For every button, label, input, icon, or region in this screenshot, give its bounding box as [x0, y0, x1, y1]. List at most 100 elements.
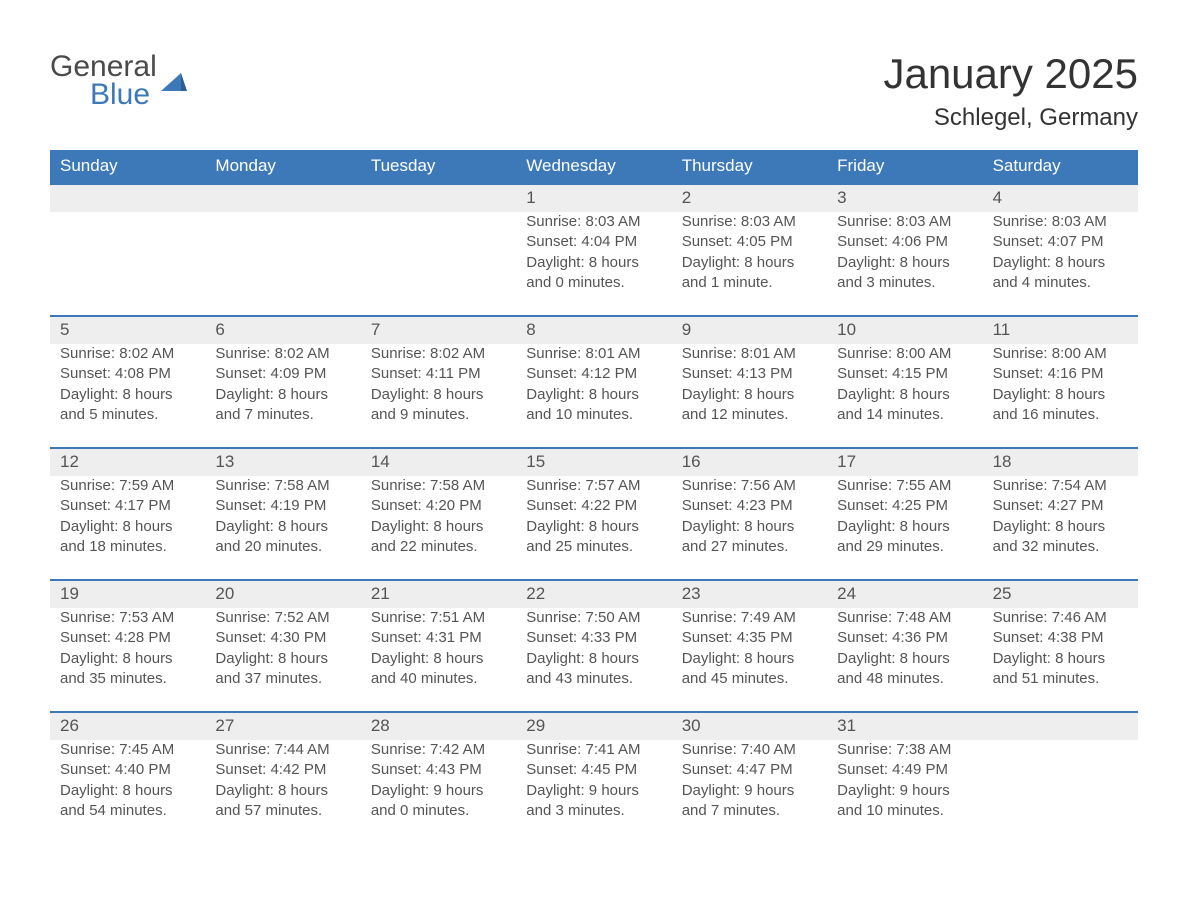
day-info-d1: Daylight: 8 hours — [371, 649, 506, 669]
brand-logo: General Blue — [50, 50, 187, 112]
day-number: . — [50, 185, 205, 212]
day-info-d2: and 40 minutes. — [371, 669, 506, 689]
day-info-d1: Daylight: 9 hours — [682, 781, 817, 801]
day-info-sunset: Sunset: 4:17 PM — [60, 496, 195, 516]
day-cell: Sunrise: 7:56 AMSunset: 4:23 PMDaylight:… — [672, 476, 827, 579]
day-info-sunset: Sunset: 4:06 PM — [837, 232, 972, 252]
day-info-sunrise: Sunrise: 8:03 AM — [837, 212, 972, 232]
day-number: 29 — [516, 713, 671, 740]
day-info-d2: and 51 minutes. — [993, 669, 1128, 689]
day-info-sunset: Sunset: 4:07 PM — [993, 232, 1128, 252]
day-cell: Sunrise: 8:02 AMSunset: 4:08 PMDaylight:… — [50, 344, 205, 447]
day-info-sunset: Sunset: 4:16 PM — [993, 364, 1128, 384]
day-info-d1: Daylight: 8 hours — [215, 649, 350, 669]
day-cell: Sunrise: 7:48 AMSunset: 4:36 PMDaylight:… — [827, 608, 982, 711]
day-info-sunset: Sunset: 4:43 PM — [371, 760, 506, 780]
day-info-d2: and 7 minutes. — [682, 801, 817, 821]
day-info-sunrise: Sunrise: 7:57 AM — [526, 476, 661, 496]
day-info-sunset: Sunset: 4:23 PM — [682, 496, 817, 516]
day-of-week-header: SundayMondayTuesdayWednesdayThursdayFrid… — [50, 150, 1138, 183]
day-cell: Sunrise: 7:57 AMSunset: 4:22 PMDaylight:… — [516, 476, 671, 579]
day-number: 18 — [983, 449, 1138, 476]
page-root: General Blue January 2025 Schlegel, Germ… — [0, 0, 1188, 883]
week-row: Sunrise: 7:45 AMSunset: 4:40 PMDaylight:… — [50, 740, 1138, 843]
day-cell: Sunrise: 7:45 AMSunset: 4:40 PMDaylight:… — [50, 740, 205, 843]
day-info-sunset: Sunset: 4:25 PM — [837, 496, 972, 516]
day-of-week-cell: Thursday — [672, 150, 827, 183]
day-cell: Sunrise: 7:44 AMSunset: 4:42 PMDaylight:… — [205, 740, 360, 843]
day-of-week-cell: Saturday — [983, 150, 1138, 183]
day-info-d1: Daylight: 8 hours — [993, 517, 1128, 537]
day-info-d2: and 0 minutes. — [526, 273, 661, 293]
day-info-d1: Daylight: 8 hours — [526, 253, 661, 273]
day-number: 26 — [50, 713, 205, 740]
day-info-sunrise: Sunrise: 7:48 AM — [837, 608, 972, 628]
day-info-d2: and 29 minutes. — [837, 537, 972, 557]
day-cell: Sunrise: 7:50 AMSunset: 4:33 PMDaylight:… — [516, 608, 671, 711]
day-info-sunrise: Sunrise: 7:59 AM — [60, 476, 195, 496]
day-info-sunset: Sunset: 4:33 PM — [526, 628, 661, 648]
day-info-d2: and 16 minutes. — [993, 405, 1128, 425]
day-cell: Sunrise: 7:40 AMSunset: 4:47 PMDaylight:… — [672, 740, 827, 843]
day-info-sunrise: Sunrise: 7:40 AM — [682, 740, 817, 760]
day-info-sunset: Sunset: 4:42 PM — [215, 760, 350, 780]
day-cell: Sunrise: 8:00 AMSunset: 4:16 PMDaylight:… — [983, 344, 1138, 447]
day-info-sunset: Sunset: 4:12 PM — [526, 364, 661, 384]
week-daynum-band: 19202122232425 — [50, 579, 1138, 608]
day-info-d2: and 43 minutes. — [526, 669, 661, 689]
day-info-sunset: Sunset: 4:11 PM — [371, 364, 506, 384]
day-info-sunset: Sunset: 4:27 PM — [993, 496, 1128, 516]
day-info-d1: Daylight: 9 hours — [371, 781, 506, 801]
day-number: 16 — [672, 449, 827, 476]
day-number: 25 — [983, 581, 1138, 608]
title-block: January 2025 Schlegel, Germany — [883, 50, 1138, 132]
day-info-sunrise: Sunrise: 8:03 AM — [993, 212, 1128, 232]
day-info-sunrise: Sunrise: 7:54 AM — [993, 476, 1128, 496]
day-info-sunrise: Sunrise: 7:45 AM — [60, 740, 195, 760]
day-info-sunrise: Sunrise: 7:49 AM — [682, 608, 817, 628]
day-info-d2: and 4 minutes. — [993, 273, 1128, 293]
day-info-d1: Daylight: 8 hours — [215, 781, 350, 801]
day-info-d2: and 1 minute. — [682, 273, 817, 293]
day-info-sunrise: Sunrise: 8:00 AM — [837, 344, 972, 364]
day-cell: Sunrise: 7:51 AMSunset: 4:31 PMDaylight:… — [361, 608, 516, 711]
week-row: Sunrise: 7:59 AMSunset: 4:17 PM Daylight:… — [50, 476, 1138, 579]
day-cell: Sunrise: 8:03 AMSunset: 4:06 PMDaylight:… — [827, 212, 982, 315]
day-info-d1: Daylight: 8 hours — [526, 649, 661, 669]
day-info-sunset: Sunset: 4:15 PM — [837, 364, 972, 384]
day-info-sunset: Sunset: 4:38 PM — [993, 628, 1128, 648]
day-number: 27 — [205, 713, 360, 740]
day-number: 22 — [516, 581, 671, 608]
day-info-d2: and 3 minutes. — [837, 273, 972, 293]
day-info-d1: Daylight: 8 hours — [837, 253, 972, 273]
day-info-d2: and 45 minutes. — [682, 669, 817, 689]
day-number: 8 — [516, 317, 671, 344]
day-info-d1: Daylight: 8 hours — [371, 385, 506, 405]
day-info-d1: Daylight: 8 hours — [215, 517, 350, 537]
day-info-d2: and 10 minutes. — [526, 405, 661, 425]
day-cell: Sunrise: 8:01 AMSunset: 4:12 PMDaylight:… — [516, 344, 671, 447]
day-number: 7 — [361, 317, 516, 344]
day-info-d1: Daylight: 8 hours — [682, 649, 817, 669]
day-cell: Sunrise: 7:46 AMSunset: 4:38 PMDaylight:… — [983, 608, 1138, 711]
day-info-d1: Daylight: 9 hours — [526, 781, 661, 801]
day-info-d2: and 3 minutes. — [526, 801, 661, 821]
day-number: . — [361, 185, 516, 212]
day-info-d2: and 10 minutes. — [837, 801, 972, 821]
day-number: 14 — [361, 449, 516, 476]
day-info-d2: and 22 minutes. — [371, 537, 506, 557]
day-number: 1 — [516, 185, 671, 212]
day-cell: Sunrise: 8:02 AMSunset: 4:09 PMDaylight:… — [205, 344, 360, 447]
day-info-d1: Daylight: 8 hours — [682, 253, 817, 273]
day-info-d2: and 14 minutes. — [837, 405, 972, 425]
day-cell: Sunrise: 7:41 AMSunset: 4:45 PMDaylight:… — [516, 740, 671, 843]
day-cell: Sunrise: 8:01 AMSunset: 4:13 PMDaylight:… — [672, 344, 827, 447]
day-cell: Sunrise: 7:52 AMSunset: 4:30 PMDaylight:… — [205, 608, 360, 711]
week-daynum-band: 262728293031. — [50, 711, 1138, 740]
day-cell: Sunrise: 7:55 AMSunset: 4:25 PMDaylight:… — [827, 476, 982, 579]
day-number: 11 — [983, 317, 1138, 344]
day-info-d2: and 57 minutes. — [215, 801, 350, 821]
logo-text-block: General Blue — [50, 50, 157, 112]
day-info-d1: Daylight: 8 hours — [371, 517, 506, 537]
day-info-sunrise: Sunrise: 8:03 AM — [526, 212, 661, 232]
